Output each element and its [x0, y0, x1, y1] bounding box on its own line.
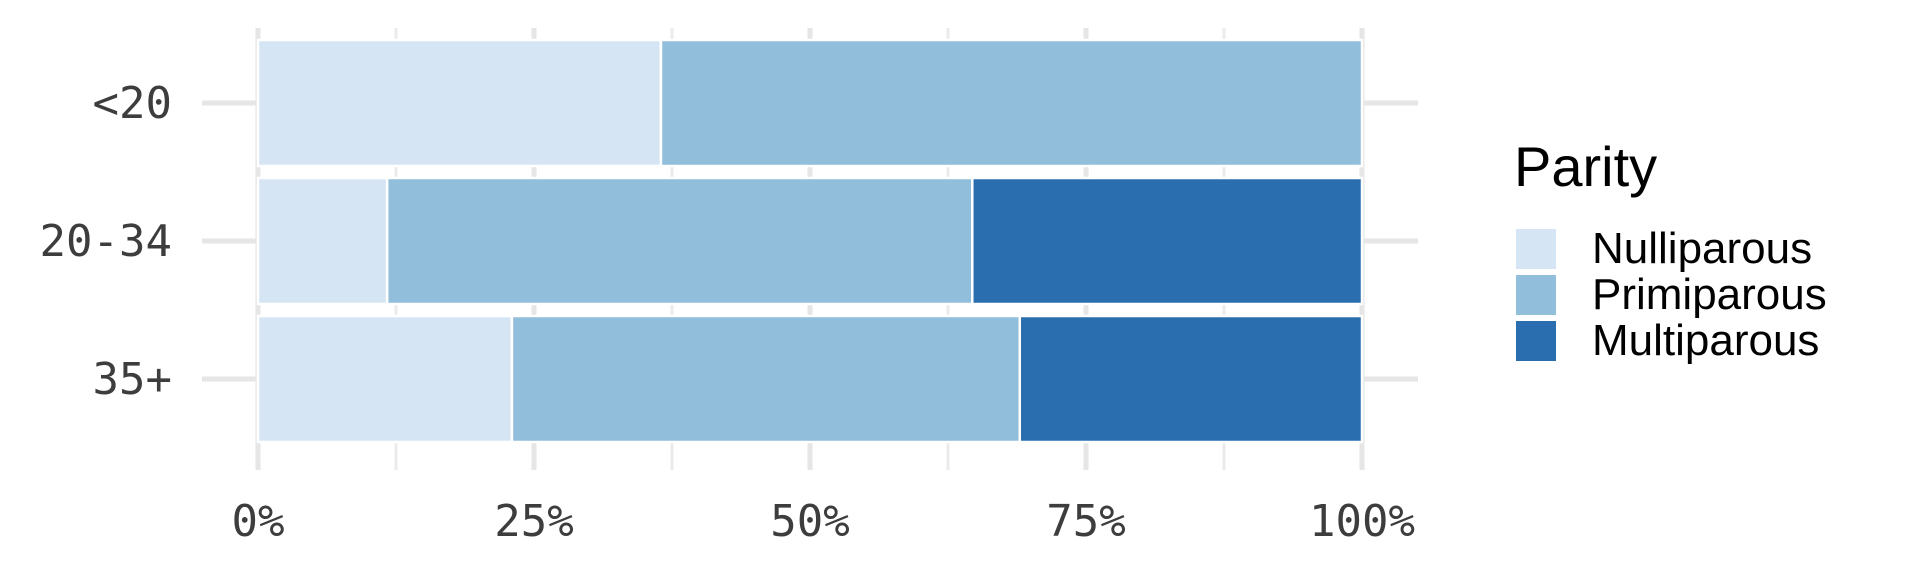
x-axis-labels: 0% 25% 50% 75% 100%: [232, 496, 1415, 547]
bar-segment-nulliparous: [256, 314, 514, 444]
legend-label-nulliparous: Nulliparous: [1592, 224, 1812, 273]
bar-segment-nulliparous: [256, 38, 663, 168]
legend-key-nulliparous: [1516, 229, 1556, 269]
y-tick-label: <20: [93, 78, 172, 129]
bar-segment-multiparous: [1018, 314, 1364, 444]
legend-key-primiparous: [1516, 275, 1556, 315]
x-tick-label: 0%: [232, 496, 285, 547]
y-tick-label: 20-34: [40, 216, 172, 267]
x-tick-label: 25%: [494, 496, 573, 547]
bars: [256, 38, 1364, 444]
legend-label-multiparous: Multiparous: [1592, 316, 1819, 365]
legend-key-multiparous: [1516, 321, 1556, 361]
bar-segment-primiparous: [510, 314, 1022, 444]
y-axis-labels: <20 20-34 35+: [40, 78, 172, 405]
bar-segment-primiparous: [385, 176, 974, 306]
legend-label-primiparous: Primiparous: [1592, 270, 1827, 319]
legend-title: Parity: [1514, 135, 1657, 198]
bar-segment-primiparous: [659, 38, 1364, 168]
bar-segment-multiparous: [971, 176, 1364, 306]
y-tick-label: 35+: [93, 354, 172, 405]
x-tick-label: 100%: [1309, 496, 1415, 547]
x-tick-label: 50%: [770, 496, 849, 547]
bar-segment-nulliparous: [256, 176, 389, 306]
x-tick-label: 75%: [1046, 496, 1125, 547]
